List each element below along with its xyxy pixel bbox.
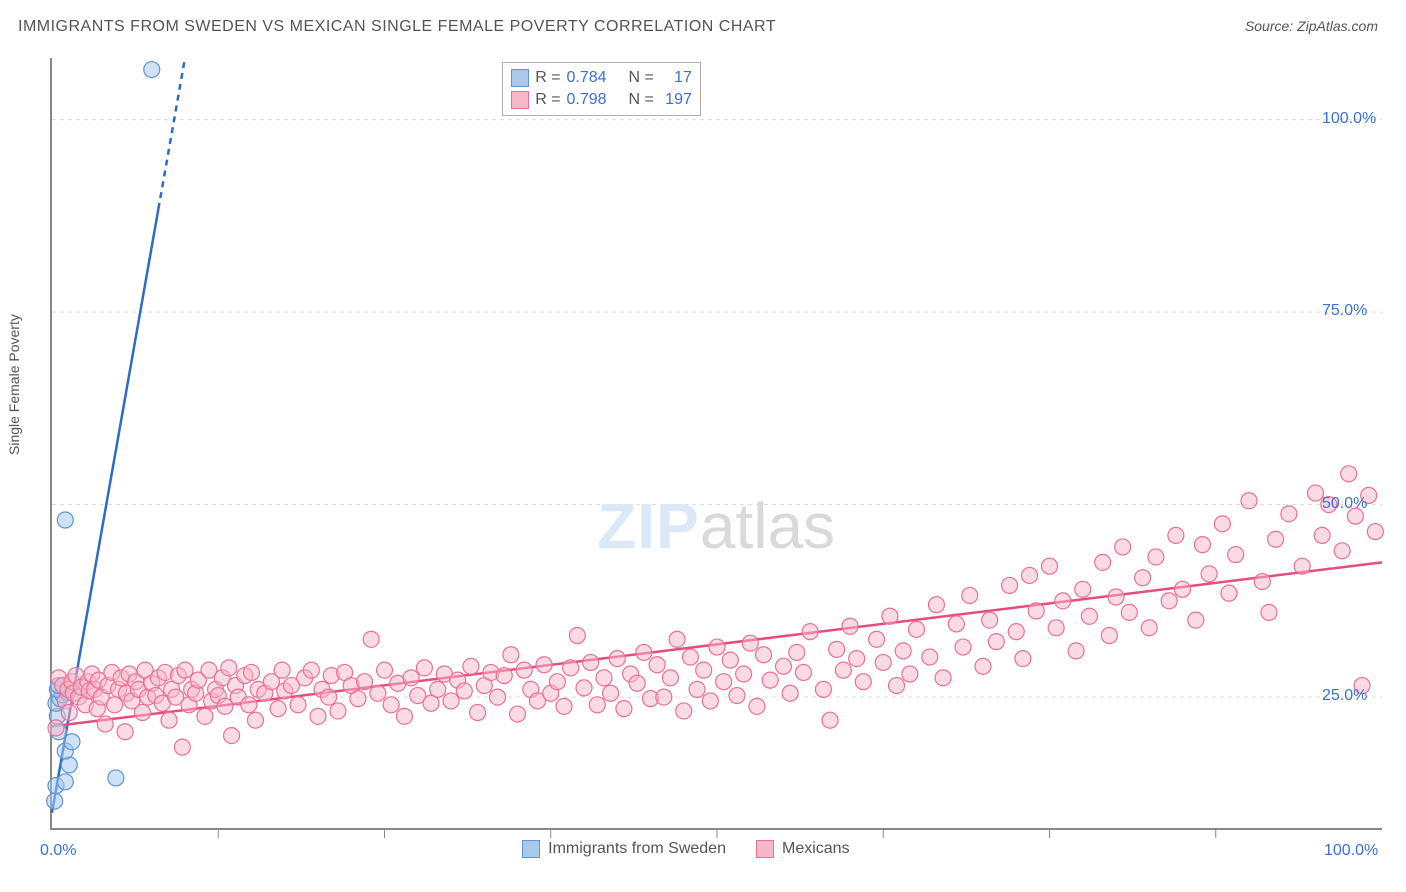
source-attribution: Source: ZipAtlas.com [1245, 18, 1378, 34]
bottom-legend: Immigrants from Sweden Mexicans [522, 840, 849, 858]
stat-R-label: R = [535, 89, 560, 111]
stat-R-label: R = [535, 67, 560, 89]
legend-swatch [511, 69, 529, 87]
scatter-chart [52, 58, 1382, 828]
stat-R-value: 0.798 [567, 89, 615, 111]
legend-label: Mexicans [782, 840, 850, 858]
chart-title: IMMIGRANTS FROM SWEDEN VS MEXICAN SINGLE… [18, 18, 776, 36]
stat-N-label: N = [629, 89, 654, 111]
legend-item: Mexicans [756, 840, 850, 858]
y-tick-label: 100.0% [1322, 110, 1376, 128]
legend-label: Immigrants from Sweden [548, 840, 726, 858]
stat-R-value: 0.784 [567, 67, 615, 89]
legend-swatch [511, 91, 529, 109]
stats-row: R = 0.798 N = 197 [511, 89, 692, 111]
stats-row: R = 0.784 N = 17 [511, 67, 692, 89]
stat-N-label: N = [629, 67, 654, 89]
source-prefix: Source: [1245, 18, 1297, 34]
x-tick-right: 100.0% [1324, 842, 1378, 860]
y-tick-label: 75.0% [1322, 302, 1367, 320]
x-tick-left: 0.0% [40, 842, 76, 860]
chart-container: IMMIGRANTS FROM SWEDEN VS MEXICAN SINGLE… [0, 0, 1406, 892]
stat-N-value: 17 [660, 67, 692, 89]
source-name: ZipAtlas.com [1297, 18, 1378, 34]
legend-swatch [522, 840, 540, 858]
stats-legend-box: R = 0.784 N = 17 R = 0.798 N = 197 [502, 62, 701, 116]
plot-area: ZIPatlas [50, 58, 1382, 830]
legend-item: Immigrants from Sweden [522, 840, 726, 858]
y-tick-label: 25.0% [1322, 687, 1367, 705]
y-tick-label: 50.0% [1322, 495, 1367, 513]
stat-N-value: 197 [660, 89, 692, 111]
y-axis-label: Single Female Poverty [6, 314, 22, 455]
legend-swatch [756, 840, 774, 858]
